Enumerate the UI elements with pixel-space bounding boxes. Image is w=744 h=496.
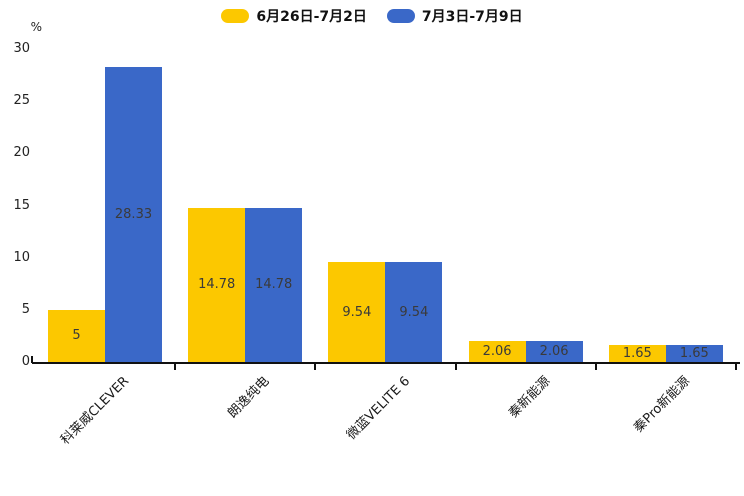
category-label: 微蓝VELITE 6 — [343, 373, 413, 443]
bar-value-label: 1.65 — [622, 345, 652, 361]
y-tick-label: 20 — [13, 145, 30, 161]
bar-week2: 14.78 — [245, 207, 303, 362]
x-axis-tick — [734, 363, 737, 370]
category-label: 朗逸纯电 — [225, 373, 273, 422]
y-tick-label: 30 — [13, 41, 30, 57]
category-label: 科莱威CLEVER — [58, 373, 133, 448]
bar-week1: 9.54 — [328, 262, 386, 362]
legend-item-week2: 7月3日-7月9日 — [386, 6, 523, 26]
bar-value-label: 14.78 — [198, 277, 236, 293]
x-axis-tick — [174, 363, 177, 370]
bar-value-label: 9.54 — [399, 304, 429, 320]
bar-value-label: 14.78 — [255, 277, 293, 293]
legend-swatch-week1 — [221, 9, 250, 23]
x-axis-tick — [594, 363, 597, 370]
bar-value-label: 28.33 — [114, 206, 153, 222]
bar-value-label: 9.54 — [342, 304, 372, 320]
y-tick-label: 15 — [13, 197, 30, 213]
bar-week1: 1.65 — [608, 344, 666, 362]
y-tick-label: 25 — [13, 93, 30, 109]
category-label: 秦新能源 — [505, 373, 554, 422]
legend-swatch-week2 — [386, 9, 415, 23]
legend-label-week1: 6月26日-7月2日 — [256, 9, 367, 25]
x-axis-tick — [314, 363, 317, 370]
bar-value-label: 1.65 — [679, 345, 709, 361]
bar-week1: 5 — [48, 309, 105, 362]
bar-week2: 9.54 — [385, 262, 443, 362]
bar-week2: 28.33 — [105, 66, 162, 362]
y-tick-label: 0 — [21, 354, 30, 369]
x-axis-tick — [454, 363, 457, 370]
bar-week1: 2.06 — [468, 340, 526, 362]
y-axis-unit-label: % — [30, 20, 42, 34]
legend-label-week2: 7月3日-7月9日 — [421, 9, 523, 25]
bar-value-label: 2.06 — [539, 343, 569, 359]
x-axis-start-tick — [31, 356, 33, 363]
legend: 6月26日-7月2日 7月3日-7月9日 — [0, 6, 744, 26]
category-label: 秦Pro新能源 — [631, 373, 694, 436]
legend-item-week1: 6月26日-7月2日 — [221, 6, 367, 26]
y-tick-label: 5 — [21, 301, 30, 317]
bar-week2: 1.65 — [665, 344, 723, 362]
bar-week1: 14.78 — [188, 207, 246, 362]
bar-value-label: 2.06 — [482, 343, 512, 359]
y-tick-label: 10 — [13, 249, 30, 265]
bar-value-label: 5 — [72, 328, 81, 344]
x-axis-line — [32, 362, 740, 364]
bar-week2: 2.06 — [525, 340, 583, 362]
